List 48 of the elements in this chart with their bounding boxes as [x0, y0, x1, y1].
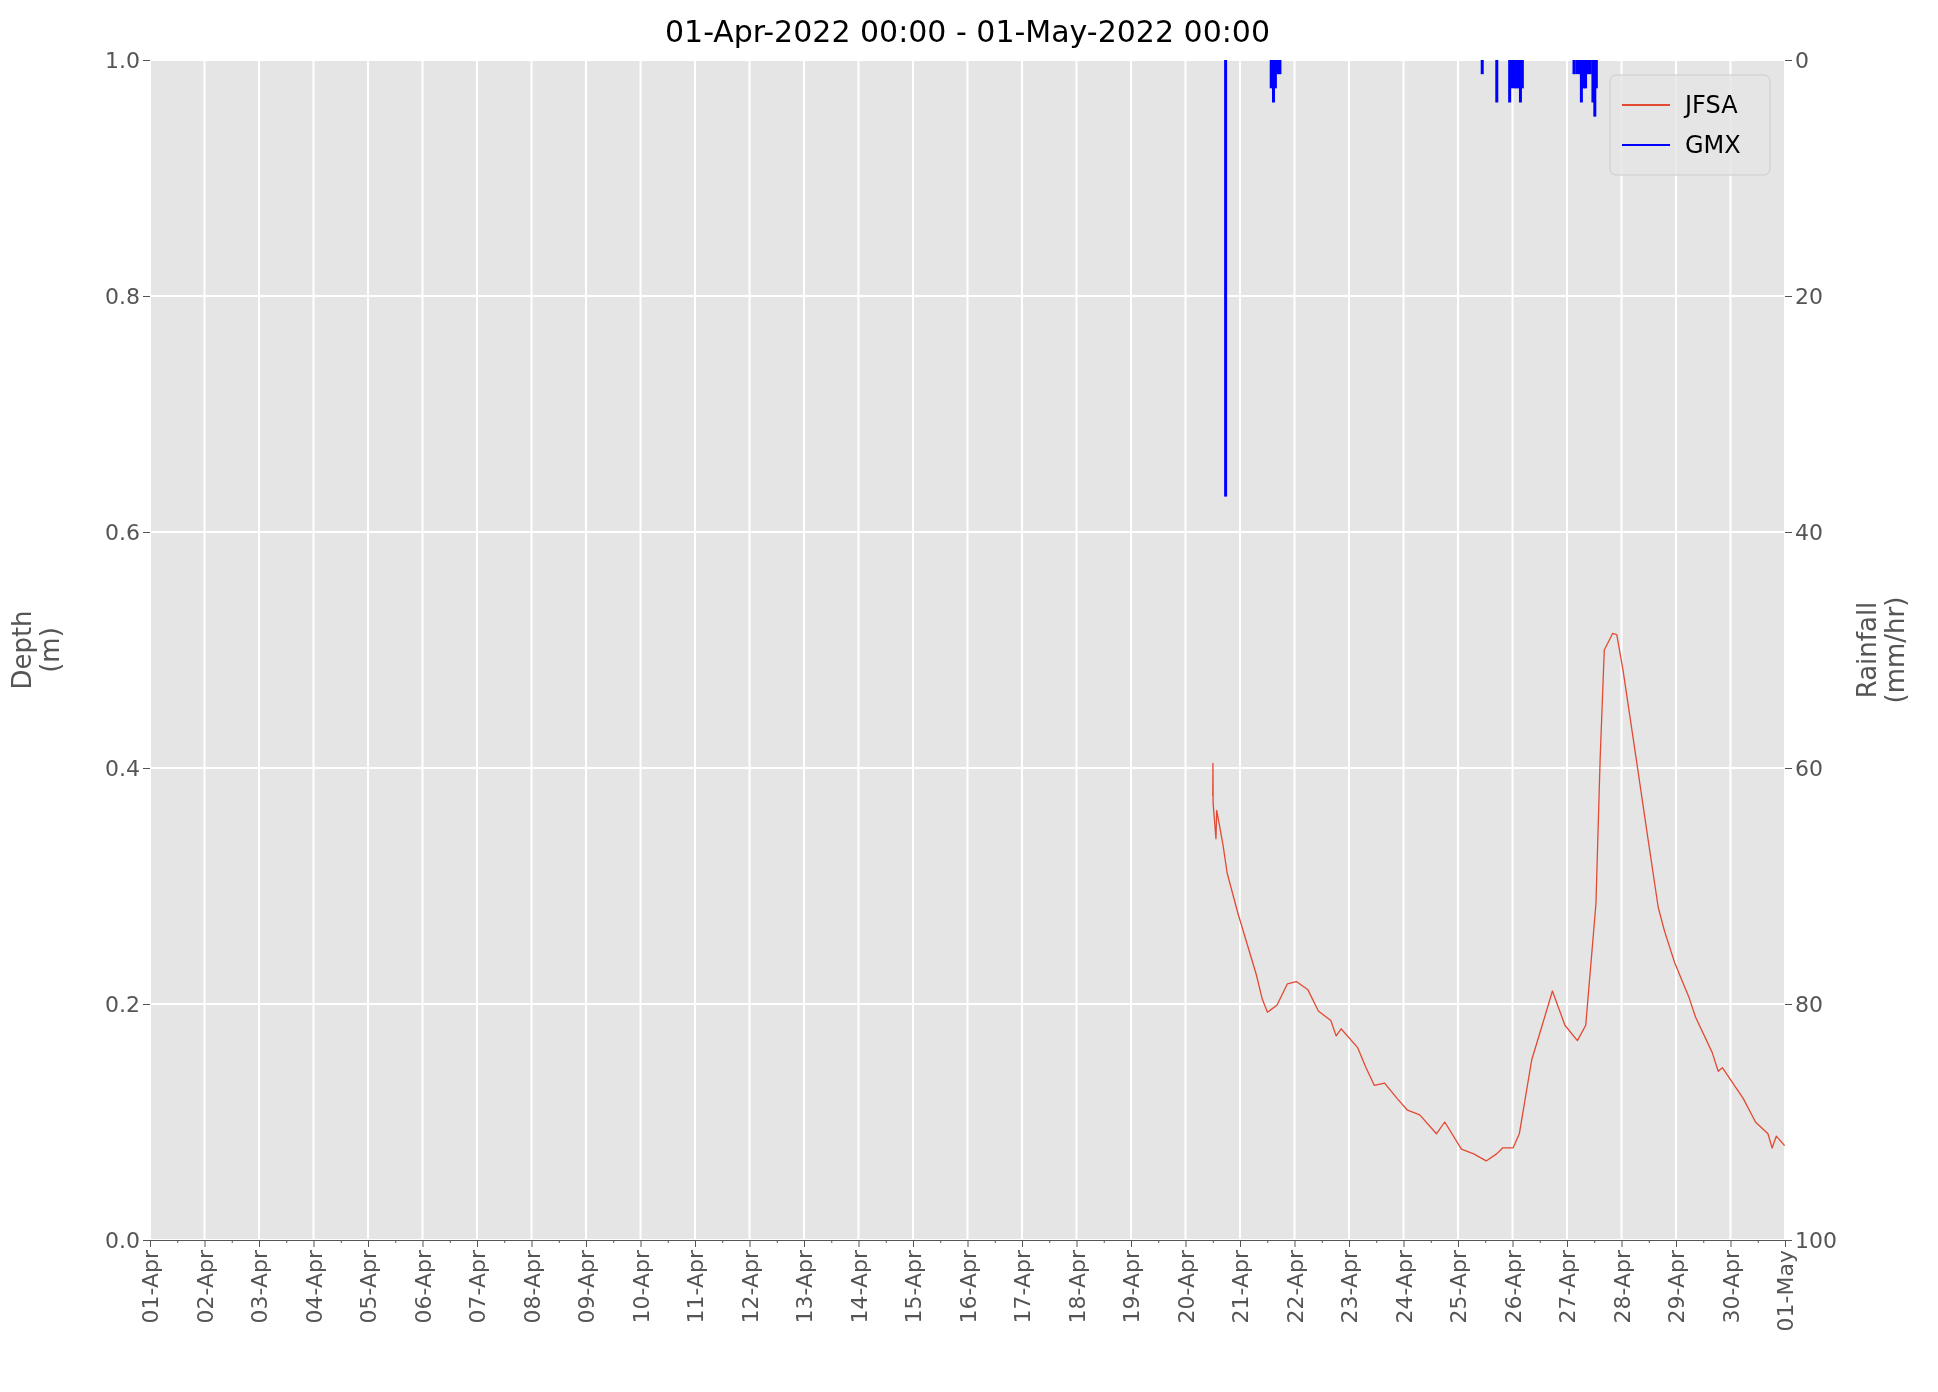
x-tick-label: 05-Apr	[356, 1249, 382, 1324]
y-tick-label: 0.2	[105, 991, 140, 1017]
x-tick-label: 03-Apr	[247, 1249, 273, 1324]
x-tick-label: 16-Apr	[955, 1249, 981, 1324]
x-tick-label: 19-Apr	[1119, 1249, 1145, 1324]
y2-tick-label: 60	[1795, 755, 1823, 781]
y-tick-label: 0.4	[105, 755, 140, 781]
x-tick-label: 04-Apr	[301, 1249, 327, 1324]
x-tick-label: 12-Apr	[737, 1249, 763, 1324]
x-tick-label: 29-Apr	[1664, 1249, 1690, 1324]
y2-tick-label: 40	[1795, 519, 1823, 545]
x-tick-label: 17-Apr	[1010, 1249, 1036, 1324]
x-tick-label: 21-Apr	[1228, 1249, 1254, 1324]
y-tick-label: 0.0	[105, 1227, 140, 1253]
x-tick-label: 28-Apr	[1609, 1249, 1635, 1324]
x-tick-label: 14-Apr	[846, 1249, 872, 1324]
x-tick-label: 10-Apr	[628, 1249, 654, 1324]
legend-label: GMX	[1685, 131, 1741, 160]
x-tick-label: 15-Apr	[901, 1249, 927, 1324]
y2-tick-label: 20	[1795, 283, 1823, 309]
x-tick-label: 27-Apr	[1555, 1249, 1581, 1324]
x-tick-label: 02-Apr	[192, 1249, 218, 1324]
x-tick-label: 20-Apr	[1173, 1249, 1199, 1324]
y2-tick-label: 80	[1795, 991, 1823, 1017]
x-tick-label: 09-Apr	[574, 1249, 600, 1324]
y2-tick-label: 100	[1795, 1227, 1837, 1253]
x-tick-label: 08-Apr	[519, 1249, 545, 1324]
y-tick-label: 0.8	[105, 283, 140, 309]
x-tick-label: 13-Apr	[792, 1249, 818, 1324]
x-tick-label: 01-Apr	[138, 1249, 164, 1324]
x-tick-label: 24-Apr	[1391, 1249, 1417, 1324]
y-tick-label: 1.0	[105, 47, 140, 73]
x-tick-label: 22-Apr	[1282, 1249, 1308, 1324]
x-tick-label: 26-Apr	[1500, 1249, 1526, 1324]
x-tick-label: 30-Apr	[1718, 1249, 1744, 1324]
x-tick-label: 11-Apr	[683, 1249, 709, 1324]
chart-title: 01-Apr-2022 00:00 - 01-May-2022 00:00	[664, 14, 1271, 49]
x-tick-label: 06-Apr	[410, 1249, 436, 1324]
x-tick-label: 23-Apr	[1337, 1249, 1363, 1324]
y2-tick-label: 0	[1795, 47, 1809, 73]
x-tick-label: 07-Apr	[465, 1249, 491, 1324]
legend-label: JFSA	[1683, 91, 1739, 120]
x-tick-label: 25-Apr	[1446, 1249, 1472, 1324]
x-tick-label: 01-May	[1773, 1250, 1799, 1332]
y-axis-title: Depth (m)	[6, 610, 66, 690]
y-tick-label: 0.6	[105, 519, 140, 545]
y2-axis-title: Rainfall (mm/hr)	[1851, 596, 1911, 704]
x-tick-label: 18-Apr	[1064, 1249, 1090, 1324]
